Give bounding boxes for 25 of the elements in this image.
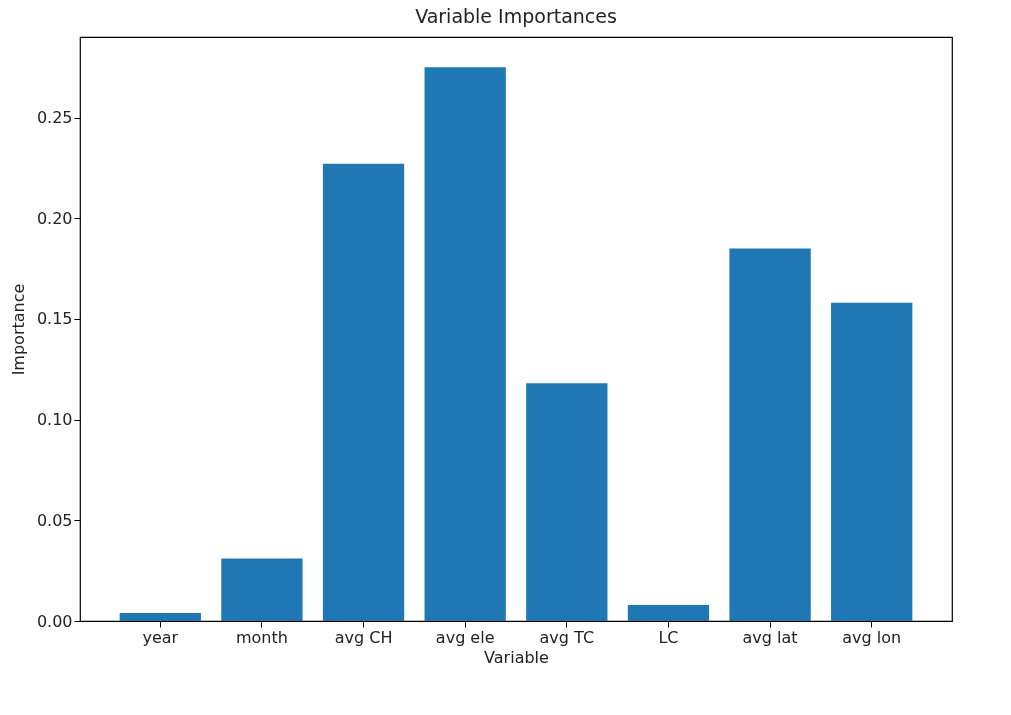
x-axis-title: Variable — [484, 647, 549, 667]
x-tick-label: LC — [658, 627, 679, 647]
x-tick-label: avg lat — [742, 627, 798, 647]
x-tick-label: avg CH — [334, 627, 393, 647]
y-axis-title: Importance — [8, 283, 28, 376]
x-tick-label: avg lon — [842, 627, 902, 647]
y-tick-label: 0.20 — [36, 208, 73, 228]
x-tick-label: year — [142, 627, 179, 647]
bar — [424, 67, 506, 621]
bar — [322, 163, 405, 621]
x-tick-label: avg TC — [539, 627, 595, 647]
bar — [526, 383, 608, 621]
bar — [221, 558, 303, 621]
bar — [831, 302, 913, 621]
x-tick-label: month — [235, 627, 288, 647]
y-tick-label: 0.10 — [36, 410, 73, 430]
y-tick-label: 0.15 — [36, 309, 73, 329]
y-tick-label: 0.25 — [36, 108, 73, 128]
chart-title: Variable Importances — [415, 5, 617, 27]
x-tick-label: avg ele — [435, 627, 495, 647]
bar — [729, 248, 811, 621]
bar — [627, 604, 710, 621]
y-tick-label: 0.05 — [36, 510, 73, 530]
bar — [119, 612, 201, 621]
y-tick-label: 0.00 — [36, 611, 73, 631]
